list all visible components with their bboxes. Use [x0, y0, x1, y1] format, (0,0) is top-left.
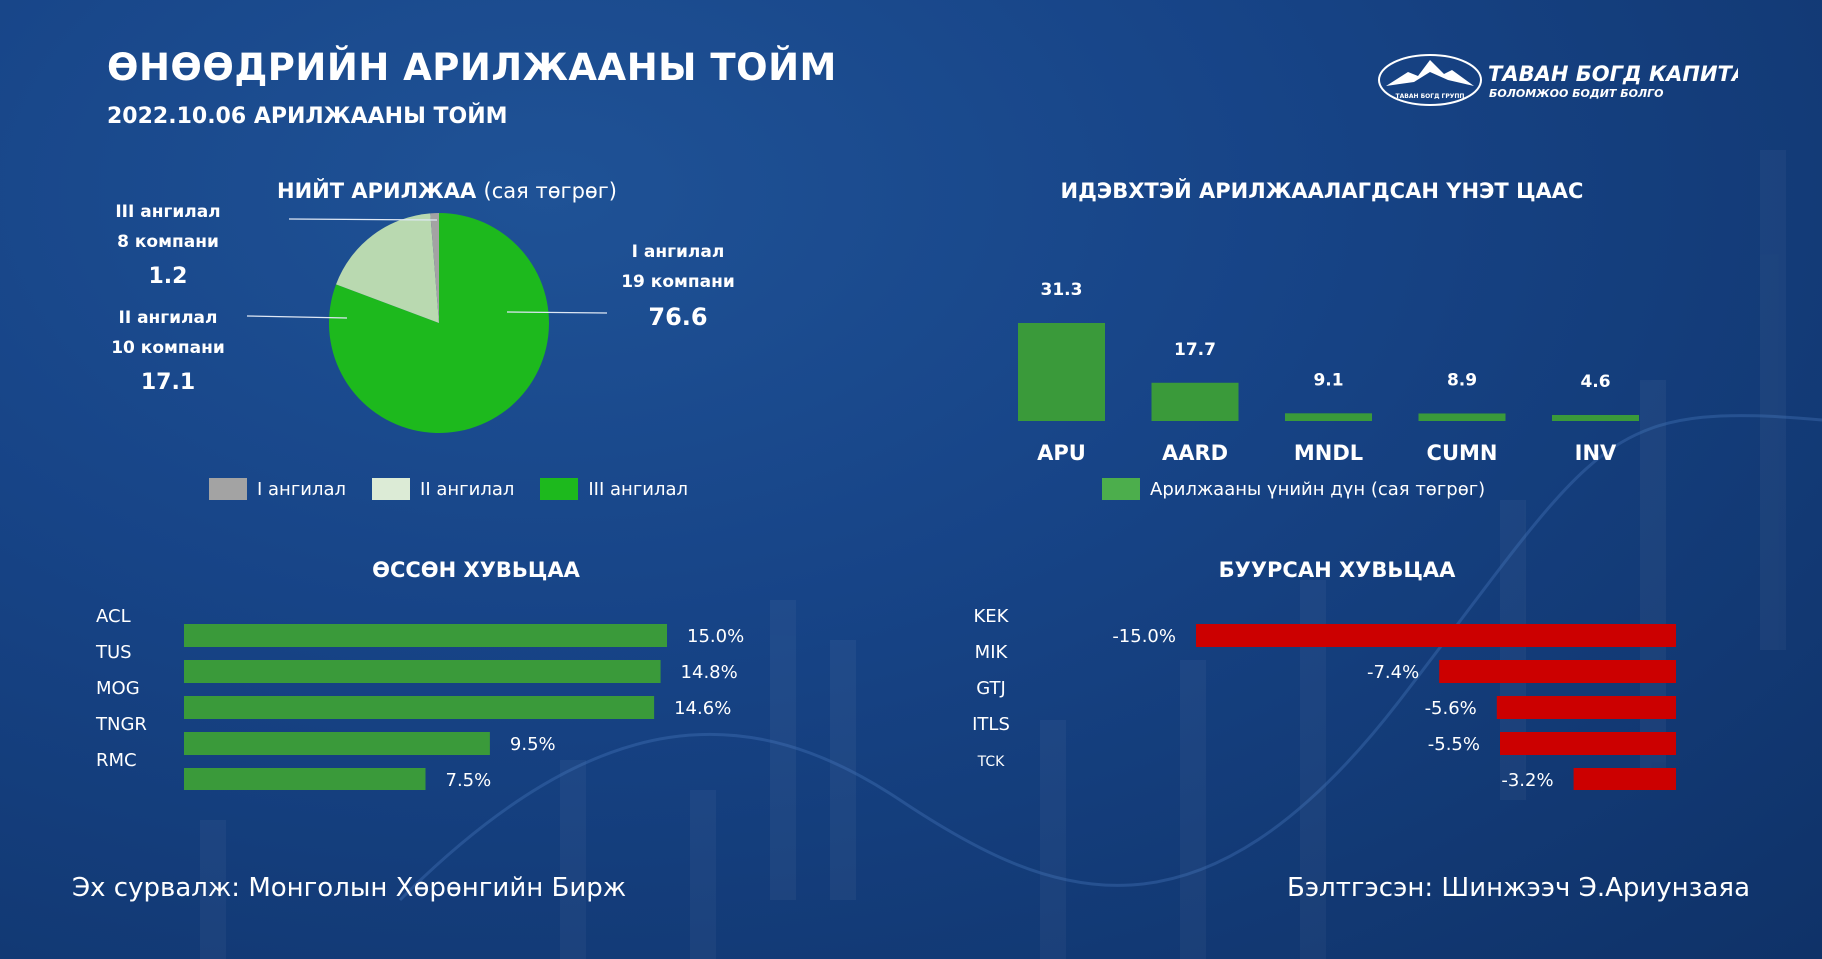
author-note: Бэлтгэсэн: Шинжээч Э.Ариунзаяа [1287, 873, 1750, 903]
label-value: 17.1 [140, 370, 196, 395]
pie-label-ii: II ангилал 10 компани 17.1 [111, 303, 225, 403]
legend-label: Арилжааны үнийн дүн (сая төгрөг) [1150, 478, 1486, 500]
ticker-label: GTJ [976, 678, 1006, 699]
ticker-label: KEK [974, 606, 1010, 627]
ticker-label: RMC [96, 750, 137, 771]
pie-legend: I ангилал II ангилал III ангилал [209, 478, 688, 500]
ticker-label: MOG [96, 678, 140, 699]
percent-label: -7.4% [1367, 662, 1419, 683]
category-label: APU [1037, 441, 1086, 465]
bar-TNGR [184, 732, 490, 755]
bar-MOG [184, 696, 655, 719]
percent-label: 15.0% [687, 626, 744, 647]
ticker-label: TCK [977, 754, 1006, 770]
leader-line [506, 311, 608, 314]
legend-item: I ангилал [209, 478, 346, 500]
bar-TCK [1573, 768, 1676, 790]
ticker-label: TNGR [95, 714, 147, 735]
legend-label: III ангилал [588, 478, 689, 500]
percent-label: 14.8% [681, 662, 738, 683]
label-name: III ангилал [115, 202, 221, 222]
percent-label: 14.6% [674, 698, 731, 719]
category-label: INV [1575, 441, 1617, 465]
bar-GTJ [1496, 696, 1676, 719]
legend-item: III ангилал [540, 478, 688, 500]
svg-text:ТАВАН БОГД КАПИТАЛ: ТАВАН БОГД КАПИТАЛ [1488, 62, 1738, 86]
bar-AARD [1151, 382, 1239, 421]
gainers-bar-chart: ACL 15.0% TUS 14.8% MOG 14.6% TNGR 9.5% RMC 7.5% [95, 606, 744, 790]
label-name: II ангилал [118, 308, 218, 328]
pie-title-text: НИЙТ АРИЛЖАА [277, 179, 477, 203]
bar-value-label: 9.1 [1313, 370, 1343, 390]
losers-title: БУУРСАН ХУВЬЦАА [1218, 558, 1456, 582]
pie-slice-2 [336, 213, 439, 323]
bar-value-label: 4.6 [1580, 372, 1610, 392]
bar-RMC [184, 768, 426, 790]
bar-TUS [184, 660, 661, 683]
legend-swatch [540, 478, 579, 500]
bar-value-label: 31.3 [1041, 280, 1083, 300]
percent-label: 7.5% [446, 770, 492, 790]
category-label: MNDL [1294, 441, 1363, 465]
ticker-label: MIK [975, 642, 1009, 663]
bar-APU [1018, 323, 1105, 421]
legend-item: II ангилал [372, 478, 514, 500]
percent-label: -5.6% [1425, 698, 1477, 719]
pie-title: НИЙТ АРИЛЖАА (сая төгрөг) [277, 179, 617, 203]
company-logo: ТАВАН БОГД ГРУПП ТАВАН БОГД КАПИТАЛ БОЛО… [1378, 52, 1766, 108]
bar-CUMN [1418, 413, 1506, 421]
bar-chart-title: ИДЭВХТЭЙ АРИЛЖААЛАГДСАН ҮНЭТ ЦААС [1060, 179, 1584, 203]
ticker-label: ACL [96, 606, 131, 627]
legend-swatch [209, 478, 247, 500]
bar-KEK [1196, 624, 1676, 647]
label-companies: 19 компани [621, 272, 735, 292]
svg-text:БОЛОМЖОО БОДИТ БОЛГО: БОЛОМЖОО БОДИТ БОЛГО [1489, 87, 1663, 100]
label-value: 1.2 [148, 264, 188, 289]
mountain-logo-icon: ТАВАН БОГД ГРУПП ТАВАН БОГД КАПИТАЛ БОЛО… [1378, 54, 1766, 106]
bar-ITLS [1500, 732, 1676, 755]
pie-label-iii: III ангилал 8 компани 1.2 [115, 197, 220, 297]
percent-label: -5.5% [1428, 734, 1480, 755]
pie-label-i: I ангилал 19 компани 76.6 [621, 237, 735, 337]
page-subtitle: 2022.10.06 АРИЛЖААНЫ ТОЙМ [107, 104, 508, 129]
pie-title-unit: (сая төгрөг) [483, 179, 617, 203]
legend-label: II ангилал [420, 478, 515, 500]
bar-MIK [1439, 660, 1676, 683]
bar-INV [1552, 415, 1639, 421]
category-label: CUMN [1427, 441, 1498, 465]
bar-value-label: 8.9 [1447, 370, 1477, 390]
legend-label: I ангилал [257, 478, 347, 500]
bar-value-label: 17.7 [1174, 340, 1216, 360]
percent-label: 9.5% [510, 734, 556, 755]
percent-label: -3.2% [1501, 770, 1553, 790]
bar-legend: Арилжааны үнийн дүн (сая төгрөг) [1102, 478, 1485, 500]
losers-bar-chart: KEK -15.0% MIK -7.4% GTJ -5.6% ITLS -5.5% TCK -3.… [972, 606, 1676, 790]
pie-chart [246, 213, 608, 433]
ticker-label: TUS [95, 642, 132, 663]
source-note: Эх сурвалж: Монголын Хөрөнгийн Бирж [72, 873, 627, 903]
label-companies: 10 компани [111, 338, 225, 358]
bar-ACL [184, 624, 667, 647]
percent-label: -15.0% [1112, 626, 1176, 647]
legend-swatch [372, 478, 411, 500]
legend-swatch [1102, 478, 1140, 500]
label-name: I ангилал [631, 242, 725, 262]
active-securities-bar-chart: 31.3 APU 17.7 AARD 9.1 MNDL 8.9 CUMN 4.6 INV [1018, 280, 1639, 465]
leader-line [288, 218, 438, 221]
ticker-label: ITLS [972, 714, 1010, 735]
category-label: AARD [1162, 441, 1228, 465]
leader-line [246, 315, 348, 319]
label-companies: 8 компани [117, 232, 219, 252]
svg-text:ТАВАН БОГД ГРУПП: ТАВАН БОГД ГРУПП [1396, 93, 1465, 100]
bar-MNDL [1285, 413, 1372, 421]
label-value: 76.6 [648, 303, 708, 331]
gainers-title: ӨССӨН ХУВЬЦАА [372, 558, 580, 582]
pie-slice-3 [430, 213, 439, 323]
page-title: ӨНӨӨДРИЙН АРИЛЖААНЫ ТОЙМ [107, 46, 837, 89]
pie-slice-1 [329, 213, 549, 433]
